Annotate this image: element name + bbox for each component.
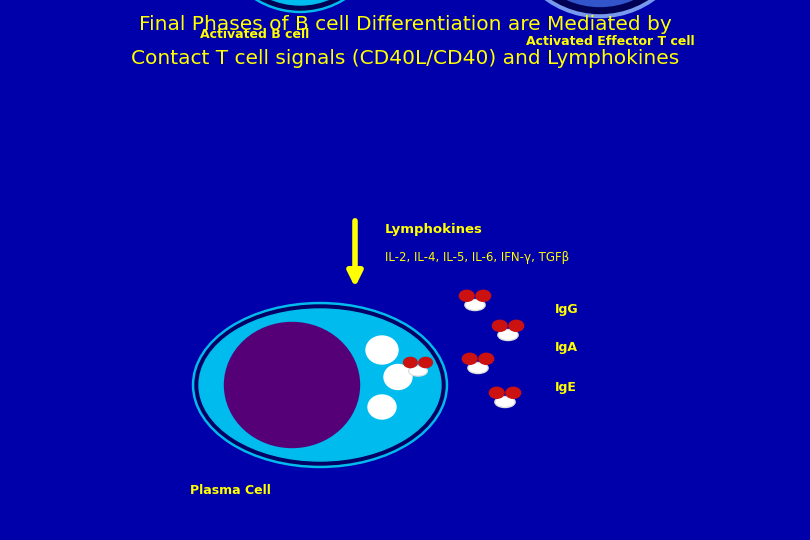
Ellipse shape xyxy=(384,364,412,389)
Ellipse shape xyxy=(459,291,474,301)
Ellipse shape xyxy=(366,336,398,364)
Ellipse shape xyxy=(505,0,695,17)
Ellipse shape xyxy=(509,0,691,14)
Ellipse shape xyxy=(215,0,385,5)
Text: IgG: IgG xyxy=(555,303,578,316)
Ellipse shape xyxy=(419,357,433,368)
Ellipse shape xyxy=(492,320,507,332)
Ellipse shape xyxy=(516,0,684,6)
Text: IgA: IgA xyxy=(555,341,578,354)
Ellipse shape xyxy=(479,353,493,365)
Ellipse shape xyxy=(207,0,393,12)
Ellipse shape xyxy=(199,309,441,461)
Text: Final Phases of B cell Differentiation are Mediated by: Final Phases of B cell Differentiation a… xyxy=(139,16,671,35)
Ellipse shape xyxy=(499,331,517,339)
Ellipse shape xyxy=(195,305,445,465)
Ellipse shape xyxy=(467,301,484,309)
Text: Plasma Cell: Plasma Cell xyxy=(190,483,271,496)
Ellipse shape xyxy=(495,396,515,408)
Ellipse shape xyxy=(497,398,514,406)
Ellipse shape xyxy=(368,395,396,419)
Ellipse shape xyxy=(409,366,428,376)
Ellipse shape xyxy=(509,320,523,332)
Text: Lymphokines: Lymphokines xyxy=(385,224,483,237)
Ellipse shape xyxy=(489,387,504,399)
Ellipse shape xyxy=(468,362,488,374)
Ellipse shape xyxy=(224,322,360,448)
Text: IL-2, IL-4, IL-5, IL-6, IFN-γ, TGFβ: IL-2, IL-4, IL-5, IL-6, IFN-γ, TGFβ xyxy=(385,252,569,265)
Ellipse shape xyxy=(476,291,491,301)
Text: IgE: IgE xyxy=(555,381,577,395)
Ellipse shape xyxy=(465,300,485,310)
Text: Activated B cell: Activated B cell xyxy=(200,29,309,42)
Ellipse shape xyxy=(498,329,518,341)
Ellipse shape xyxy=(210,0,390,10)
Ellipse shape xyxy=(410,367,426,375)
Ellipse shape xyxy=(193,302,447,468)
Text: Activated Effector T cell: Activated Effector T cell xyxy=(526,36,694,49)
Ellipse shape xyxy=(469,364,487,372)
Ellipse shape xyxy=(463,353,477,365)
Text: Contact T cell signals (CD40L/CD40) and Lymphokines: Contact T cell signals (CD40L/CD40) and … xyxy=(131,49,679,68)
Ellipse shape xyxy=(506,387,521,399)
Ellipse shape xyxy=(403,357,417,368)
